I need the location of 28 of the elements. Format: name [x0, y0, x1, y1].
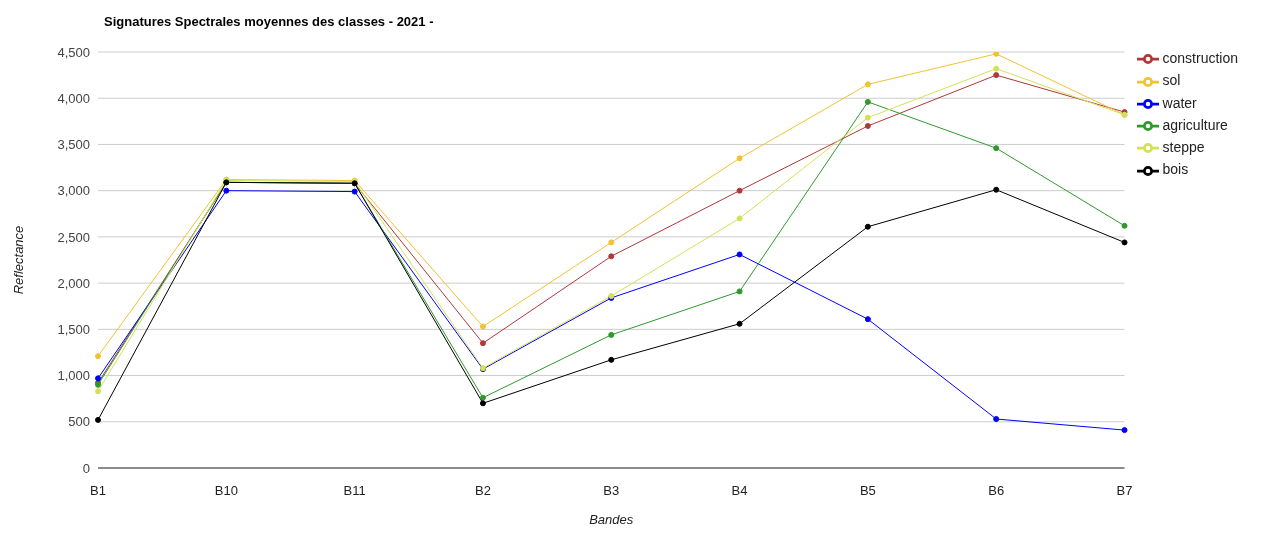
x-tick-label: B6	[988, 483, 1005, 499]
y-tick-label: 4,500	[57, 44, 90, 60]
x-tick-label: B11	[343, 483, 366, 499]
y-tick-label: 1,500	[57, 321, 90, 337]
y-tick-label: 2,000	[57, 275, 90, 291]
y-tick-label: 1,000	[57, 368, 90, 384]
x-axis-title: Bandes	[589, 512, 634, 527]
x-tick-label: B10	[214, 483, 238, 499]
legend-label: sol	[1162, 72, 1181, 89]
x-tick-label: B4	[731, 483, 748, 499]
legend-label: steppe	[1162, 139, 1205, 156]
y-tick-label: 3,000	[57, 183, 90, 199]
y-tick-label: 0	[82, 460, 90, 476]
x-tick-label: B7	[1116, 483, 1133, 499]
y-axis-title: Reflectance	[10, 225, 26, 295]
x-tick-label: B1	[90, 483, 106, 499]
y-tick-label: 2,500	[57, 229, 90, 245]
x-tick-label: B5	[859, 483, 876, 499]
chart-title: Signatures Spectrales moyennes des classes - 2021 -	[104, 14, 434, 29]
legend-label: agriculture	[1162, 116, 1228, 133]
x-tick-label: B3	[603, 483, 620, 499]
y-tick-label: 500	[68, 414, 90, 430]
x-tick-label: B2	[474, 483, 491, 499]
legend-label: water	[1162, 94, 1197, 111]
y-tick-label: 4,000	[57, 90, 90, 106]
legend-label: bois	[1162, 161, 1189, 178]
y-tick-label: 3,500	[57, 137, 90, 153]
legend-label: construction	[1162, 50, 1238, 66]
